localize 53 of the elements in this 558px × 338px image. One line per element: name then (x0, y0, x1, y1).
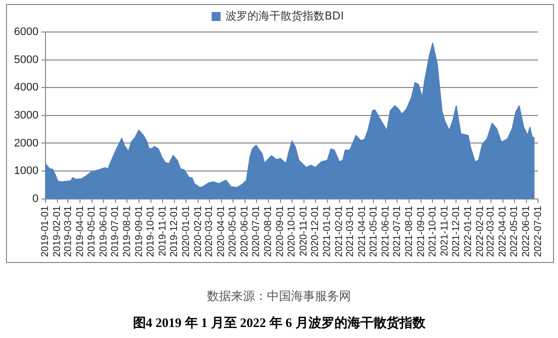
y-tick-label: 4000 (14, 82, 38, 94)
x-tick-label: 2019-07-01 (110, 205, 122, 258)
x-tick-label: 2019-12-01 (169, 205, 180, 258)
x-tick-label: 2020-10-01 (286, 205, 298, 258)
x-tick-label: 2021-09-01 (416, 205, 427, 258)
y-tick-label: 0 (32, 192, 38, 205)
x-tick-label: 2020-12-01 (310, 205, 322, 258)
x-tick-label: 2019-04-01 (74, 205, 86, 258)
x-tick-label: 2022-05-01 (509, 205, 520, 258)
x-tick-label: 2020-06-01 (240, 205, 251, 258)
x-tick-label: 2019-10-01 (146, 205, 157, 258)
x-tick-label: 2020-05-01 (228, 205, 239, 258)
x-tick-label: 2022-01-01 (462, 205, 474, 258)
x-tick-label: 2019-02-01 (52, 205, 64, 258)
y-tick-label: 3000 (14, 109, 38, 122)
x-tick-label: 2021-11-01 (439, 205, 450, 256)
x-tick-label: 2021-01-01 (322, 205, 334, 258)
x-tick-label: 2019-08-01 (122, 205, 133, 258)
y-tick-label: 5000 (14, 54, 38, 66)
x-tick-label: 2022-06-01 (521, 205, 532, 258)
source-note: 数据来源：中国海事服务网 (206, 288, 352, 305)
x-tick-label: 2021-08-01 (404, 205, 415, 258)
x-tick-label: 2020-02-01 (192, 205, 204, 258)
y-tick-label: 6000 (14, 26, 38, 38)
x-tick-label: 2021-05-01 (368, 205, 380, 258)
x-tick-label: 2021-07-01 (392, 205, 403, 258)
x-tick-label: 2020-07-01 (251, 205, 262, 258)
x-tick-label: 2019-03-01 (62, 205, 74, 258)
x-tick-label: 2019-11-01 (157, 205, 168, 256)
x-tick-label: 2022-03-01 (486, 205, 497, 258)
y-tick-label: 1000 (14, 165, 38, 178)
text: 图4 2019 年 1 月至 2022 年 6 月波罗的海干散货指数 (132, 314, 426, 332)
x-tick-label: 2020-09-01 (275, 205, 286, 258)
x-tick-label: 2019-05-01 (86, 205, 98, 258)
x-tick-label: 2019-01-01 (40, 205, 52, 258)
x-tick-label: 2022-04-01 (498, 205, 509, 258)
x-tick-label: 2022-07-01 (532, 205, 544, 258)
x-tick-label: 2020-04-01 (216, 205, 228, 258)
x-tick-label: 2020-08-01 (263, 205, 274, 258)
x-tick-label: 2021-04-01 (356, 205, 368, 258)
x-tick-label: 2021-10-01 (427, 205, 438, 258)
y-tick-label: 2000 (14, 137, 38, 150)
x-tick-label: 2021-12-01 (450, 205, 462, 258)
x-tick-label: 2020-03-01 (204, 205, 216, 258)
legend-label: 波罗的海干散货指数BDI (226, 9, 344, 22)
x-tick-label: 2021-03-01 (344, 205, 356, 258)
x-tick-label: 2020-01-01 (181, 205, 192, 258)
x-tick-label: 2021-06-01 (380, 205, 392, 258)
x-tick-label: 2021-02-01 (334, 205, 346, 258)
x-tick-label: 2020-11-01 (298, 205, 310, 256)
x-tick-label: 2019-09-01 (134, 205, 145, 258)
x-tick-label: 2022-02-01 (474, 205, 486, 258)
x-tick-label: 2019-06-01 (98, 205, 110, 258)
